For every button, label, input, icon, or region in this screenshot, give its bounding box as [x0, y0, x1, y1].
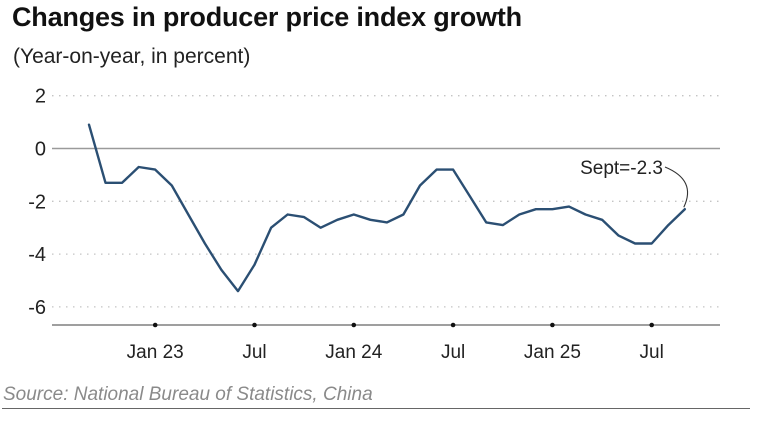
- x-tick-mark: [252, 322, 257, 328]
- x-tick-label: Jan 23: [127, 342, 184, 363]
- series-layer: [87, 123, 686, 293]
- chart-subtitle: (Year-on-year, in percent): [13, 45, 251, 68]
- x-tick-mark: [351, 322, 357, 328]
- x-tick-label: Jul: [441, 342, 465, 363]
- annotation-layer: Sept=-2.3: [580, 158, 689, 208]
- x-tick-mark: [649, 322, 654, 328]
- series-line: [87, 123, 686, 293]
- chart-title: Changes in producer price index growth: [12, 2, 522, 32]
- y-axis: 2 0 -2 -4 -6: [28, 86, 46, 319]
- x-tick-label: Jan 25: [524, 342, 581, 363]
- x-tick-label: Jul: [640, 342, 664, 363]
- y-tick-label: 2: [35, 86, 46, 108]
- gridlines: [52, 95, 720, 308]
- x-tick-mark: [550, 322, 555, 328]
- x-tick-label: Jul: [242, 342, 266, 363]
- x-axis: Jan 23 Jul Jan 24 Jul Jan 25 Jul: [52, 322, 720, 363]
- x-tick-label: Jan 24: [325, 342, 382, 363]
- y-tick-label: -6: [28, 297, 46, 319]
- annotation-label: Sept=-2.3: [580, 158, 663, 179]
- y-tick-label: -4: [28, 244, 46, 266]
- x-tick-mark: [450, 322, 456, 328]
- y-tick-label: 0: [35, 139, 46, 161]
- footer-divider: [2, 408, 750, 409]
- y-tick-label: -2: [28, 191, 46, 213]
- annotation-connector: [664, 166, 689, 208]
- x-tick-mark: [152, 322, 158, 328]
- source-note: Source: National Bureau of Statistics, C…: [3, 384, 373, 405]
